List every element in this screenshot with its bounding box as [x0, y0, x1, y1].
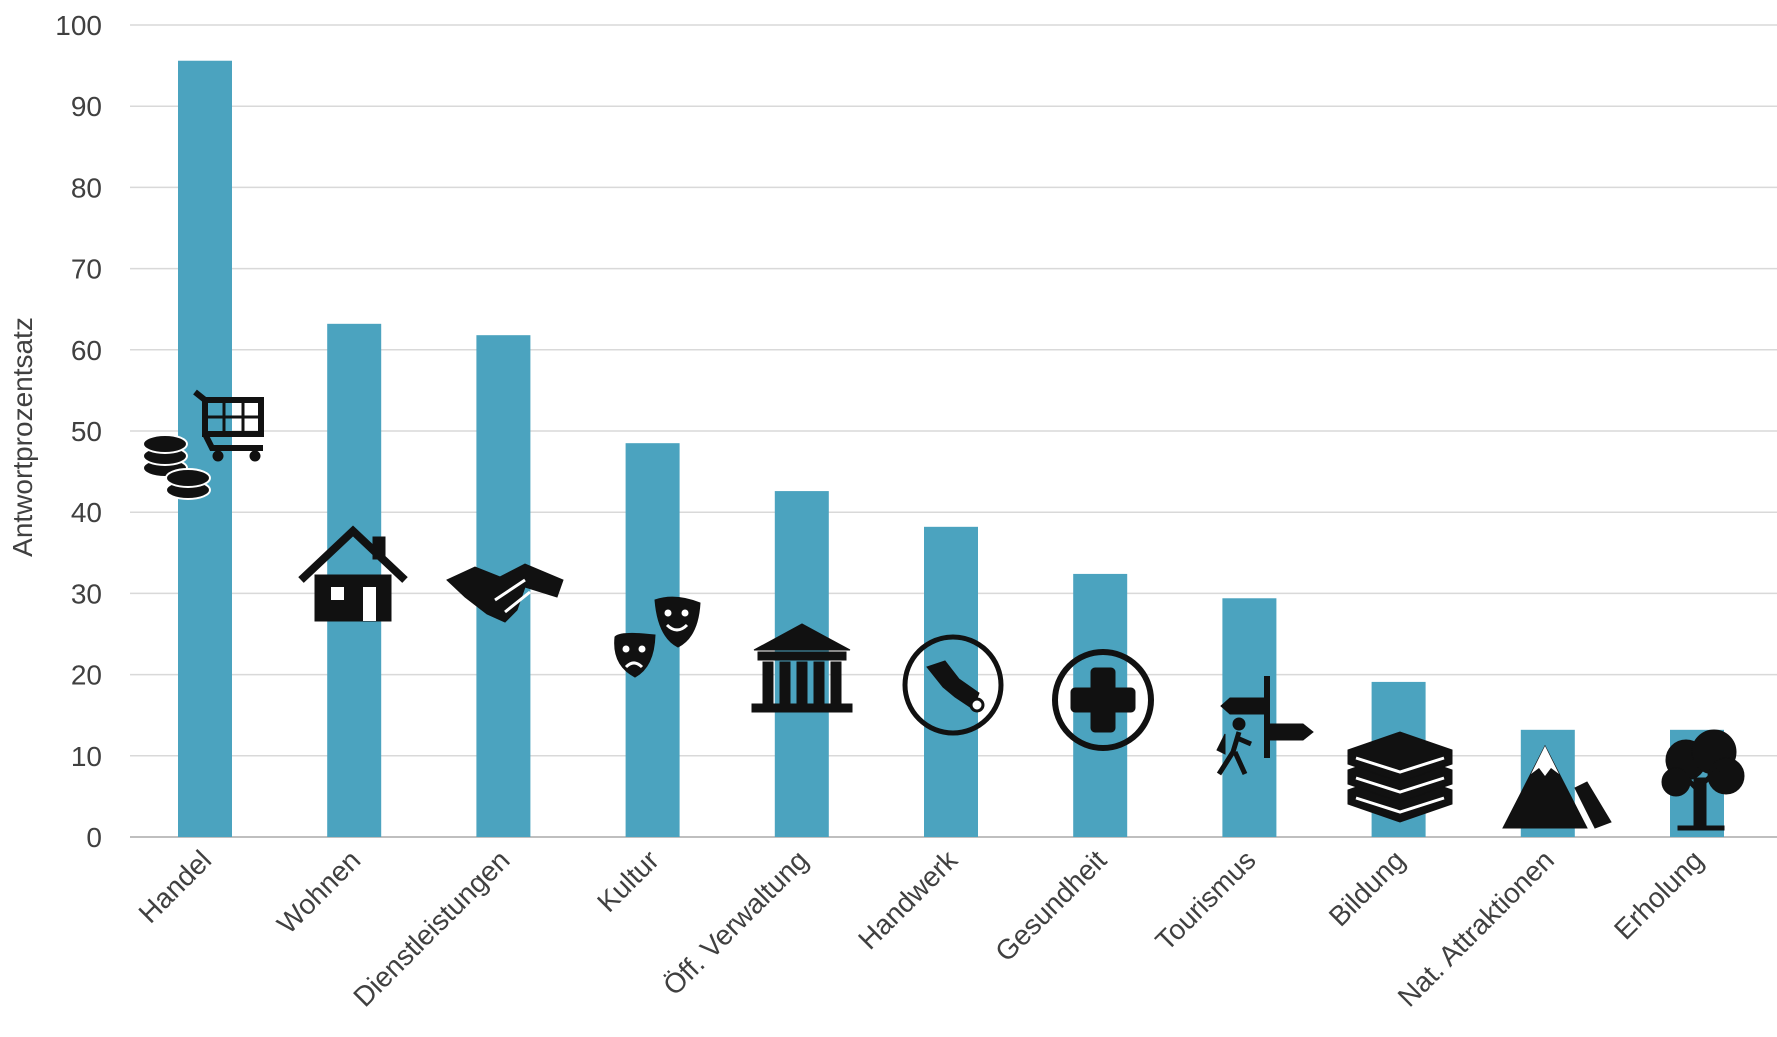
y-tick-label: 30	[71, 578, 102, 609]
y-tick-label: 0	[86, 822, 102, 853]
coins-and-shopping-cart-icon	[142, 389, 264, 500]
x-tick-label: Handwerk	[852, 844, 964, 956]
y-tick-label: 90	[71, 91, 102, 122]
x-tick-label: Erholung	[1608, 844, 1709, 945]
books-icon	[1347, 731, 1453, 823]
x-tick-label: Gesundheit	[989, 844, 1112, 967]
tree-icon	[1661, 729, 1745, 831]
x-tick-label: Öff. Verwaltung	[657, 844, 814, 1001]
y-tick-label: 60	[71, 335, 102, 366]
y-tick-labels: 0 10 20 30 40 50 60 70 80 90 100	[55, 10, 102, 853]
bars	[178, 60, 1724, 837]
y-tick-label: 10	[71, 741, 102, 772]
y-axis-label: Antwortprozentsatz	[7, 317, 38, 557]
y-tick-label: 80	[71, 172, 102, 203]
y-tick-label: 20	[71, 660, 102, 691]
theater-masks-icon	[614, 596, 701, 678]
x-tick-label: Bildung	[1323, 844, 1411, 932]
x-tick-label: Handel	[133, 844, 218, 929]
mountain-icon	[1502, 744, 1612, 829]
hiker-signpost-icon	[1216, 676, 1314, 776]
government-building-icon	[751, 623, 853, 713]
medical-cross-icon	[1052, 649, 1154, 751]
y-tick-label: 50	[71, 416, 102, 447]
x-tick-label: Nat. Attraktionen	[1392, 844, 1560, 1012]
y-tick-label: 40	[71, 497, 102, 528]
gridlines	[130, 24, 1777, 838]
x-tick-label: Dienstleistungen	[347, 844, 515, 1012]
house-icon	[298, 525, 408, 622]
y-tick-label: 70	[71, 254, 102, 285]
y-tick-label: 100	[55, 10, 102, 41]
x-tick-label: Kultur	[591, 844, 665, 918]
x-tick-label: Tourismus	[1150, 844, 1262, 956]
x-tick-label: Wohnen	[271, 844, 366, 939]
craftsman-tools-icon	[902, 634, 1004, 736]
category-icons	[142, 389, 1745, 831]
handshake-icon	[446, 563, 564, 623]
